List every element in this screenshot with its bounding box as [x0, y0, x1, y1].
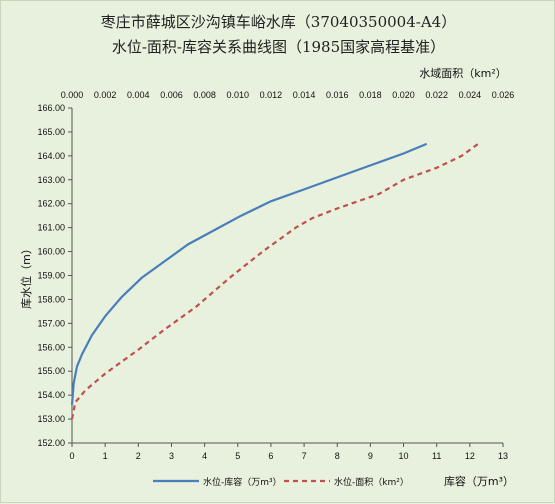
x-tick-label: 5	[235, 451, 240, 461]
x2-tick-label: 0.014	[293, 90, 316, 100]
x-tick-label: 2	[136, 451, 141, 461]
y-tick-label: 152.00	[37, 438, 65, 448]
x2-axis-label: 水域面积（km²）	[419, 67, 507, 80]
x-tick-label: 6	[268, 451, 273, 461]
y-tick-label: 158.00	[37, 294, 65, 304]
x2-tick-label: 0.016	[326, 90, 349, 100]
y-tick-label: 163.00	[37, 175, 65, 185]
x2-tick-label: 0.022	[425, 90, 448, 100]
y-axis-label: 库水位（m）	[19, 243, 33, 309]
x-tick-label: 13	[498, 451, 508, 461]
x-tick-label: 4	[202, 451, 207, 461]
x-tick-label: 0	[69, 451, 74, 461]
y-tick-label: 164.00	[37, 151, 65, 161]
y-tick-label: 159.00	[37, 271, 65, 281]
x2-tick-label: 0.004	[127, 90, 150, 100]
x2-tick-label: 0.020	[392, 90, 415, 100]
x2-tick-label: 0.010	[227, 90, 250, 100]
y-tick-label: 165.00	[37, 127, 65, 137]
series-line-1	[70, 143, 479, 420]
x-axis-label: 库容（万m³）	[444, 474, 514, 488]
y-tick-label: 153.00	[37, 414, 65, 424]
y-tick-label: 155.00	[37, 366, 65, 376]
x2-tick-label: 0.002	[94, 90, 117, 100]
series-line-0	[70, 142, 428, 405]
x-tick-label: 12	[465, 451, 475, 461]
x2-tick-label: 0.008	[193, 90, 216, 100]
y-tick-label: 166.00	[37, 103, 65, 113]
x-tick-label: 7	[302, 451, 307, 461]
y-tick-label: 154.00	[37, 390, 65, 400]
y-tick-label: 160.00	[37, 247, 65, 257]
chart-subtitle: 水位-面积-库容关系曲线图（1985国家高程基准）	[111, 38, 446, 56]
legend-label-0: 水位-库容（万m³）	[203, 476, 282, 488]
x2-tick-label: 0.018	[359, 90, 382, 100]
x2-tick-label: 0.006	[160, 90, 183, 100]
legend-label-1: 水位-面积（km²）	[334, 476, 409, 488]
x-tick-label: 8	[335, 451, 340, 461]
x-tick-label: 1	[103, 451, 108, 461]
x-tick-label: 11	[432, 451, 441, 461]
x2-tick-label: 0.026	[492, 90, 515, 100]
x-tick-label: 9	[368, 451, 373, 461]
x2-tick-label: 0.024	[459, 90, 482, 100]
x-tick-label: 3	[169, 451, 174, 461]
chart-title: 枣庄市薛城区沙沟镇车峪水库（37040350004-A4）	[100, 13, 457, 31]
y-tick-label: 161.00	[37, 223, 65, 233]
y-tick-label: 162.00	[37, 199, 65, 209]
x2-tick-label: 0.012	[260, 90, 283, 100]
y-tick-label: 156.00	[37, 342, 65, 352]
x-tick-label: 10	[399, 451, 409, 461]
y-tick-label: 157.00	[37, 318, 65, 328]
x2-tick-label: 0.000	[61, 90, 84, 100]
